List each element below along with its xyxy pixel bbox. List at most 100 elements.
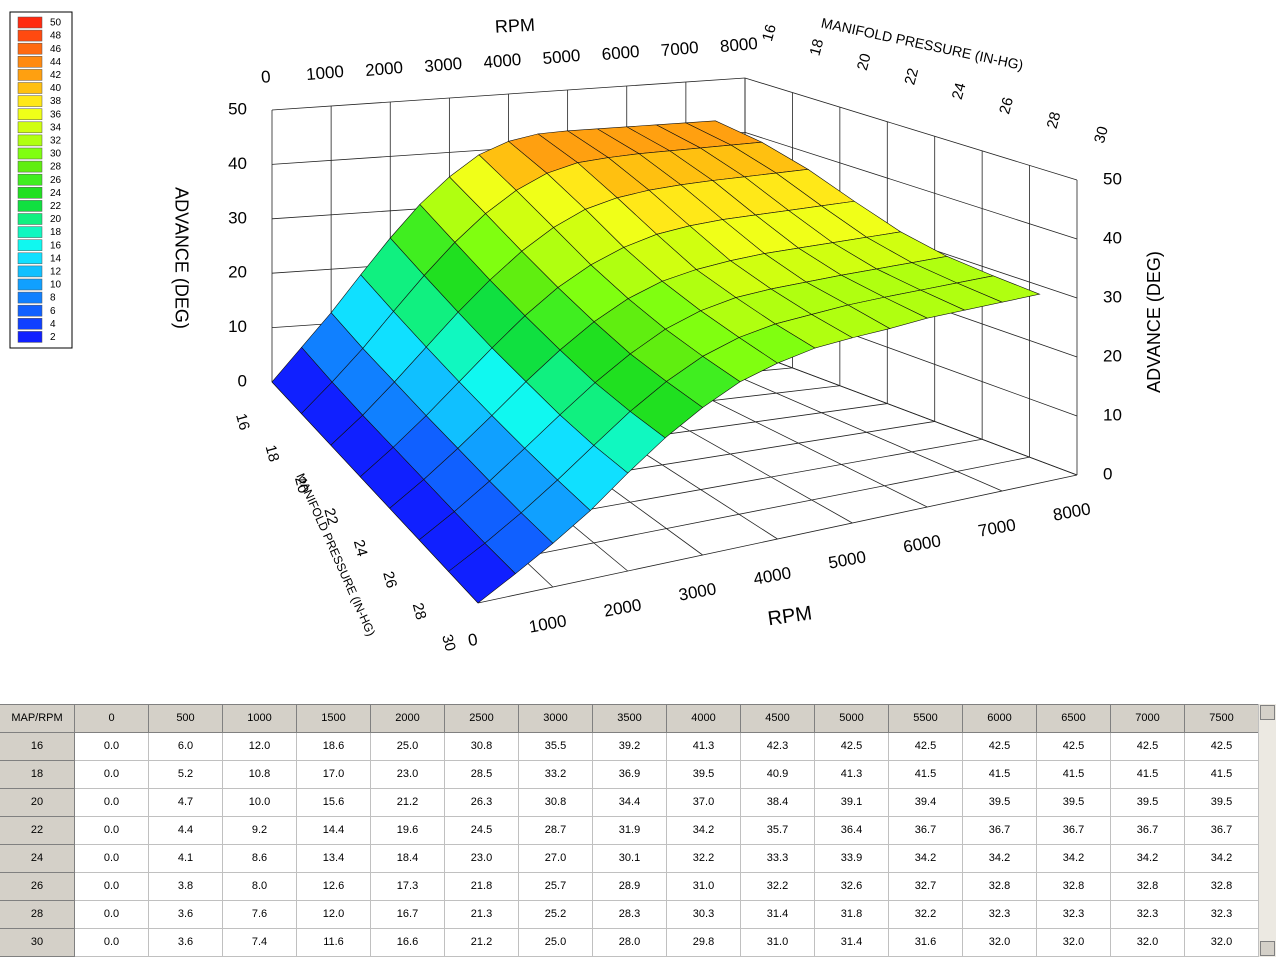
table-cell: 34.2: [667, 817, 741, 845]
table-cell: 32.2: [741, 873, 815, 901]
table-cell: 38.4: [741, 789, 815, 817]
table-cell: 30.1: [593, 845, 667, 873]
floor-grid-line: [448, 456, 1030, 572]
map-tick-label: 18: [807, 37, 828, 58]
table-cell: 0.0: [75, 901, 149, 929]
column-header: 5000: [815, 705, 889, 733]
axis-title: ADVANCE (DEG): [171, 187, 191, 329]
legend-swatch: [17, 56, 43, 68]
map-tick-label: 22: [320, 506, 341, 527]
legend-swatch: [17, 134, 43, 147]
table-cell: 16.6: [371, 929, 445, 957]
column-header: 2000: [371, 705, 445, 733]
legend-swatch: [17, 42, 43, 55]
column-header: 500: [149, 705, 223, 733]
column-header: 0: [75, 705, 149, 733]
row-header: 18: [0, 761, 75, 789]
table-cell: 3.6: [149, 901, 223, 929]
table-cell: 10.0: [223, 789, 297, 817]
advance-tick-label: 50: [1103, 169, 1122, 188]
legend-label: 16: [50, 240, 62, 251]
rpm-tick-label: 0: [467, 630, 480, 650]
table-cell: 10.8: [223, 761, 297, 789]
map-tick-label: 24: [949, 81, 970, 102]
column-header: 6000: [963, 705, 1037, 733]
legend-swatch: [17, 239, 43, 251]
table-cell: 32.3: [1111, 901, 1185, 929]
side-grid-line: [744, 349, 1078, 476]
scrollbar[interactable]: [1258, 704, 1276, 957]
table-cell: 32.8: [1111, 873, 1185, 901]
table-cell: 6.0: [149, 733, 223, 761]
rpm-tick-label: 6000: [601, 42, 640, 64]
table-cell: 41.5: [1111, 761, 1185, 789]
legend-swatch: [17, 331, 43, 343]
table-cell: 31.9: [593, 817, 667, 845]
row-header: 30: [0, 929, 75, 957]
map-tick-label: 20: [291, 475, 312, 496]
advance-tick-label: 10: [1103, 405, 1122, 424]
table-cell: 36.7: [1111, 817, 1185, 845]
table-cell: 36.9: [593, 761, 667, 789]
table-cell: 5.2: [149, 761, 223, 789]
rpm-tick-label: 2000: [364, 58, 403, 80]
legend-label: 28: [50, 162, 62, 173]
advance-tick-label: 40: [228, 154, 247, 173]
table-cell: 42.5: [1037, 733, 1111, 761]
map-tick-label: 28: [409, 601, 430, 622]
table-cell: 9.2: [223, 817, 297, 845]
row-header: 22: [0, 817, 75, 845]
table-cell: 34.2: [889, 845, 963, 873]
legend-swatch: [17, 16, 43, 29]
table-cell: 41.3: [667, 733, 741, 761]
table-cell: 40.9: [741, 761, 815, 789]
legend-label: 46: [50, 44, 62, 55]
rpm-tick-label: 7000: [660, 38, 699, 60]
table-cell: 36.7: [889, 817, 963, 845]
legend-label: 24: [50, 188, 62, 199]
scroll-up[interactable]: [1260, 705, 1275, 720]
data-table: MAP/RPM 0 500 1000 1500 2000 2500 3000 3500 4000 4…: [0, 704, 1259, 958]
table-cell: 30.3: [667, 901, 741, 929]
legend-label: 4: [50, 319, 56, 330]
table-cell: 0.0: [75, 817, 149, 845]
table-cell: 36.7: [1037, 817, 1111, 845]
table-cell: 25.0: [371, 733, 445, 761]
legend-label: 12: [50, 267, 62, 278]
table-cell: 18.4: [371, 845, 445, 873]
column-header: 5500: [889, 705, 963, 733]
map-tick-label: 16: [232, 412, 253, 433]
table-cell: 28.7: [519, 817, 593, 845]
legend-label: 18: [50, 227, 62, 238]
table-cell: 30.8: [519, 789, 593, 817]
map-tick-label: 28: [1044, 110, 1065, 131]
surface-plot: 0010001000200020003000300040004000500050…: [9, 11, 1164, 653]
corner-header: MAP/RPM: [0, 705, 75, 733]
advance-tick-label: 0: [238, 371, 247, 390]
row-header: 28: [0, 901, 75, 929]
table-cell: 32.6: [815, 873, 889, 901]
legend-label: 30: [50, 149, 62, 160]
table-cell: 41.5: [889, 761, 963, 789]
legend-swatch: [17, 200, 43, 212]
table-cell: 42.5: [1185, 733, 1259, 761]
scroll-down[interactable]: [1260, 941, 1275, 956]
table-cell: 37.0: [667, 789, 741, 817]
table-cell: 23.0: [371, 761, 445, 789]
table-cell: 34.4: [593, 789, 667, 817]
map-tick-label: 26: [379, 569, 400, 590]
rpm-tick-label: 5000: [827, 547, 868, 572]
rpm-tick-label: 4000: [752, 563, 793, 588]
row-header: 26: [0, 873, 75, 901]
legend-label: 6: [50, 306, 56, 317]
advance-tick-label: 30: [1103, 287, 1122, 306]
table-cell: 32.3: [963, 901, 1037, 929]
table-cell: 23.0: [445, 845, 519, 873]
table-cell: 8.6: [223, 845, 297, 873]
table-cell: 35.7: [741, 817, 815, 845]
rpm-tick-label: 4000: [483, 50, 522, 72]
table-cell: 25.0: [519, 929, 593, 957]
table-cell: 31.8: [815, 901, 889, 929]
column-header: 7000: [1111, 705, 1185, 733]
